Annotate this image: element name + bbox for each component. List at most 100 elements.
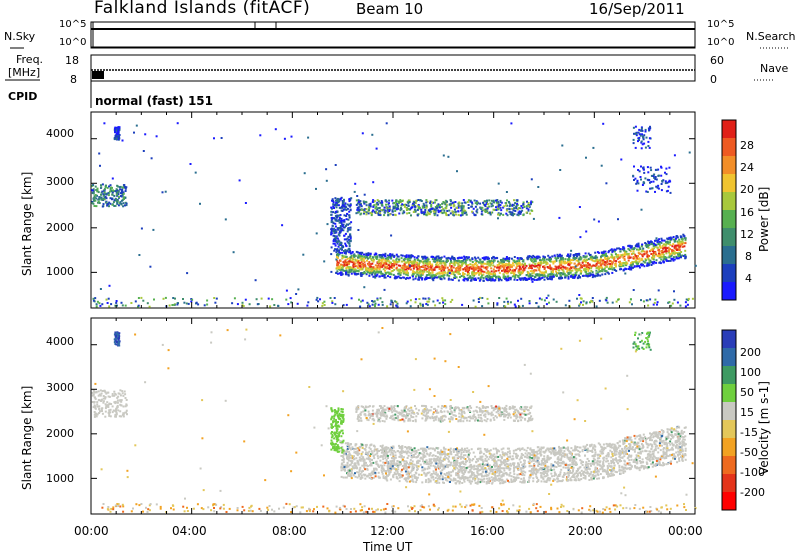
velocity-echo-main	[619, 456, 622, 459]
power-echo-main	[603, 250, 606, 253]
power-echo-onset	[340, 228, 343, 231]
power-echo-near	[422, 297, 425, 300]
power-echo-upper	[443, 202, 446, 205]
power-echo-main	[490, 270, 493, 273]
power-echo-main	[571, 259, 574, 262]
power-echo-upper	[369, 205, 372, 208]
power-echo-patch	[100, 196, 103, 199]
power-echo-main	[525, 277, 528, 280]
power-echo-patch	[637, 131, 640, 134]
velocity-echo-main	[519, 461, 522, 464]
power-echo-main	[631, 261, 634, 264]
power-echo-sparse	[135, 124, 138, 127]
power-echo-main	[514, 260, 517, 263]
power-echo-main	[493, 265, 496, 268]
power-echo-main	[531, 264, 533, 267]
power-echo-upper	[407, 202, 410, 205]
power-echo-patch	[638, 170, 641, 173]
power-echo-main	[587, 258, 590, 261]
power-echo-upper	[426, 211, 429, 214]
power-echo-upper	[522, 201, 525, 204]
velocity-echo-main	[645, 441, 648, 444]
power-echo-main	[658, 240, 661, 243]
power-echo-near	[317, 300, 320, 303]
power-echo-main	[377, 267, 380, 270]
power-echo-upper	[391, 209, 394, 212]
power-echo-patch	[124, 186, 126, 188]
velocity-echo-main	[456, 467, 459, 470]
power-echo-near	[182, 298, 184, 300]
power-echo-main	[641, 249, 644, 252]
power-echo-main	[570, 275, 573, 278]
power-echo-onset	[332, 201, 335, 204]
power-echo-main	[484, 257, 487, 260]
power-echo-onset	[346, 203, 349, 206]
power-echo-onset	[343, 208, 346, 211]
power-echo-main	[360, 261, 363, 264]
power-echo-main	[416, 267, 419, 270]
power-echo-near	[110, 303, 113, 306]
velocity-echo-main	[547, 449, 550, 452]
power-echo-upper	[492, 208, 495, 211]
velocity-echo-main	[659, 458, 662, 461]
power-echo-main	[375, 258, 378, 260]
power-echo-upper	[509, 204, 512, 207]
power-echo-main	[677, 242, 680, 245]
power-echo-patch	[125, 202, 128, 205]
power-echo-upper	[490, 199, 493, 202]
power-echo-main	[469, 275, 472, 278]
power-echo-patch	[107, 194, 110, 197]
power-echo-onset	[335, 201, 338, 204]
power-echo-main	[384, 255, 387, 258]
power-echo-onset	[348, 245, 351, 247]
power-echo-main	[350, 254, 353, 257]
power-echo-onset	[347, 248, 350, 251]
power-echo-main	[526, 270, 529, 273]
power-echo-main	[603, 268, 606, 271]
power-echo-main	[381, 257, 384, 260]
power-echo-main	[407, 272, 409, 275]
power-echo-near	[368, 305, 371, 308]
power-echo-onset	[344, 202, 347, 205]
power-echo-main	[381, 275, 384, 277]
power-echo-patch	[641, 129, 644, 132]
xtick-2: 08:00	[272, 524, 307, 538]
power-echo-main	[378, 275, 381, 278]
power-echo-main	[609, 263, 612, 265]
power-echo-upper	[457, 205, 460, 208]
power-echo-main	[380, 263, 383, 266]
power-echo-main	[497, 269, 500, 272]
power-echo-near	[206, 299, 209, 302]
power-echo-near	[329, 297, 332, 299]
power-echo-main	[653, 254, 656, 257]
power-echo-main	[407, 255, 410, 258]
power-echo-onset	[340, 229, 343, 232]
power-echo-upper	[519, 207, 522, 210]
power-echo-upper	[512, 204, 515, 207]
power-echo-main	[366, 256, 369, 259]
power-echo-main	[568, 255, 571, 258]
power-echo-main	[655, 261, 658, 264]
power-echo-main	[454, 261, 457, 264]
power-echo-main	[611, 271, 614, 274]
power-echo-upper	[484, 205, 487, 208]
power-echo-main	[395, 257, 398, 260]
power-echo-main	[679, 235, 682, 238]
power-echo-main	[438, 257, 441, 260]
power-echo-near	[667, 301, 670, 304]
velocity-echo-main	[444, 477, 447, 479]
velocity-echo-main	[577, 474, 580, 477]
power-echo-patch	[109, 188, 112, 190]
power-echo-main	[417, 263, 420, 266]
power-echo-patch	[116, 131, 119, 134]
power-echo-main	[575, 259, 578, 262]
power-echo-patch	[100, 191, 103, 194]
power-echo-near	[517, 299, 519, 302]
power-echo-main	[419, 260, 422, 263]
power-echo-sparse	[330, 253, 333, 256]
power-echo-onset	[335, 230, 338, 233]
power-echo-sparse	[194, 171, 197, 174]
power-echo-patch	[657, 174, 660, 177]
power-echo-main	[543, 265, 546, 268]
power-echo-onset	[338, 244, 341, 247]
